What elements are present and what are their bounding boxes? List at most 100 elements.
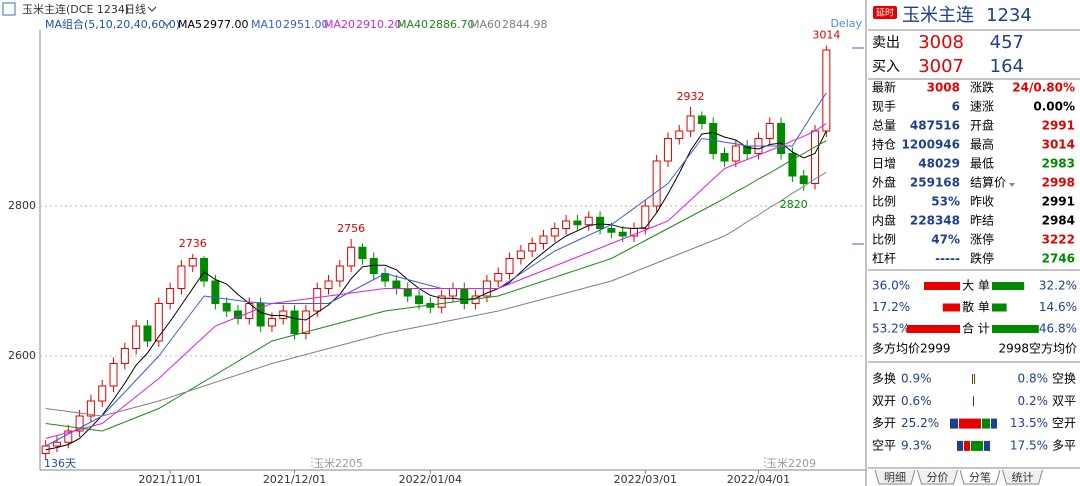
tab-label[interactable]: 明细 [884, 471, 906, 484]
stat-label: 比例 [872, 195, 896, 209]
ma-line [45, 130, 827, 451]
badge: 延时 [876, 7, 894, 19]
flow-right: 46.8% [1039, 322, 1077, 336]
candle-body [573, 220, 582, 226]
candle-body [267, 318, 276, 327]
ma-line [45, 123, 827, 439]
candle-body [234, 310, 242, 319]
candle-body [415, 295, 424, 304]
peak-label: 2932 [677, 90, 705, 103]
stat-value: ----- [935, 252, 960, 266]
change-bar [971, 440, 983, 451]
legend-value: 2977.00 [203, 18, 249, 31]
stat-value: 2746 [1042, 252, 1075, 266]
stat-label: 最高 [970, 137, 994, 152]
tab[interactable] [874, 469, 916, 485]
peak-label: 3014 [812, 29, 840, 42]
stat-label: 开盘 [970, 118, 994, 133]
candle-body [584, 216, 593, 226]
period-chevron[interactable] [147, 6, 157, 12]
quote-panel: 延时 玉米主连 1234 卖出 3008 457 买入 3007 164 最新 3008 涨跌 2… [868, 5, 1080, 485]
stat-label: 结算价 [970, 175, 1006, 190]
candle-body [788, 153, 797, 177]
flow-right: 14.6% [1039, 300, 1077, 314]
stat-label: 内盘 [872, 213, 896, 228]
flow-left: 36.0% [872, 279, 910, 293]
tab[interactable] [959, 469, 1001, 485]
candle-body [562, 220, 571, 229]
candle-body [539, 235, 548, 244]
x-tick-label: 2022/03/01 [614, 473, 677, 486]
change-bar [972, 374, 973, 384]
candle-body [822, 49, 831, 132]
change-bar [957, 440, 963, 451]
candle-body [52, 441, 61, 447]
delay: Delay [830, 17, 862, 30]
candle-body [75, 415, 84, 432]
change-right: 13.5% [1010, 416, 1048, 430]
candle-body [777, 123, 786, 154]
stat-value: 228348 [910, 214, 960, 228]
panel-name: 玉米主连 [902, 5, 974, 26]
legend-name: MA5 [178, 18, 202, 31]
change-bar [991, 418, 997, 429]
candle-body [675, 130, 684, 139]
legend-name: MA10 [251, 18, 282, 31]
change-left: 0.9% [901, 372, 932, 386]
ma-line [45, 140, 827, 432]
change-right: 17.5% [1010, 438, 1048, 452]
candle-body [403, 288, 412, 297]
tab-label[interactable]: 分价 [927, 471, 949, 484]
contract: 玉米2205 [313, 457, 363, 470]
stat-value: 3008 [927, 81, 960, 95]
stat-label: 最新 [872, 80, 896, 95]
tab-label[interactable]: 分笔 [969, 470, 991, 484]
candle-body [505, 258, 514, 274]
tab-label[interactable]: 统计 [1012, 471, 1034, 484]
tab[interactable] [1002, 469, 1043, 485]
panel-code: 1234 [986, 5, 1032, 26]
candle-body [358, 246, 367, 259]
flow-right: 32.2% [1039, 279, 1077, 293]
candle-body [686, 115, 695, 132]
legend-chevron[interactable] [163, 21, 171, 27]
candle-body [222, 303, 231, 312]
dropdown-icon[interactable] [1009, 183, 1015, 187]
stat-value: 1200946 [902, 138, 960, 152]
peak-label: 2756 [337, 222, 365, 235]
badge-bg [873, 6, 897, 19]
quote-volume: 457 [990, 32, 1024, 53]
flow-bar-buy [924, 282, 960, 290]
symbol: 玉米主连(DCE 1234) [22, 3, 129, 16]
quote-volume: 164 [990, 56, 1024, 77]
quote-label: 卖出 [872, 35, 900, 51]
stat-value: 2991 [1042, 195, 1075, 209]
flow-bar-sell [992, 325, 1039, 333]
legend-value: 2886.70 [429, 18, 475, 31]
stat-value: 2991 [1042, 119, 1075, 133]
flow-label: 合 计 [962, 321, 990, 336]
candle-body [528, 243, 537, 252]
candle-body [516, 250, 525, 259]
period[interactable]: 日线 [124, 2, 146, 16]
change-label2: 双平 [1052, 394, 1076, 408]
stat-label: 持仓 [872, 137, 896, 152]
change-bar [964, 440, 970, 451]
change-bar [982, 418, 990, 429]
candle-body [290, 310, 299, 334]
legend-name: MA20 [324, 18, 355, 31]
candle-body [143, 325, 152, 342]
stat-label: 昨收 [970, 195, 994, 209]
candle-body [86, 400, 95, 417]
change-label: 多换 [872, 372, 896, 386]
tab[interactable] [917, 469, 958, 485]
stat-label: 杠杆 [872, 251, 896, 266]
stat-value: 487516 [910, 119, 960, 133]
candle-body [41, 445, 50, 454]
candle-body [811, 130, 820, 184]
app-icon [2, 2, 16, 16]
trough-label: 2820 [780, 198, 808, 211]
stat-label: 昨结 [970, 214, 994, 228]
candle-body [392, 280, 401, 289]
quote-price: 3008 [918, 32, 964, 53]
